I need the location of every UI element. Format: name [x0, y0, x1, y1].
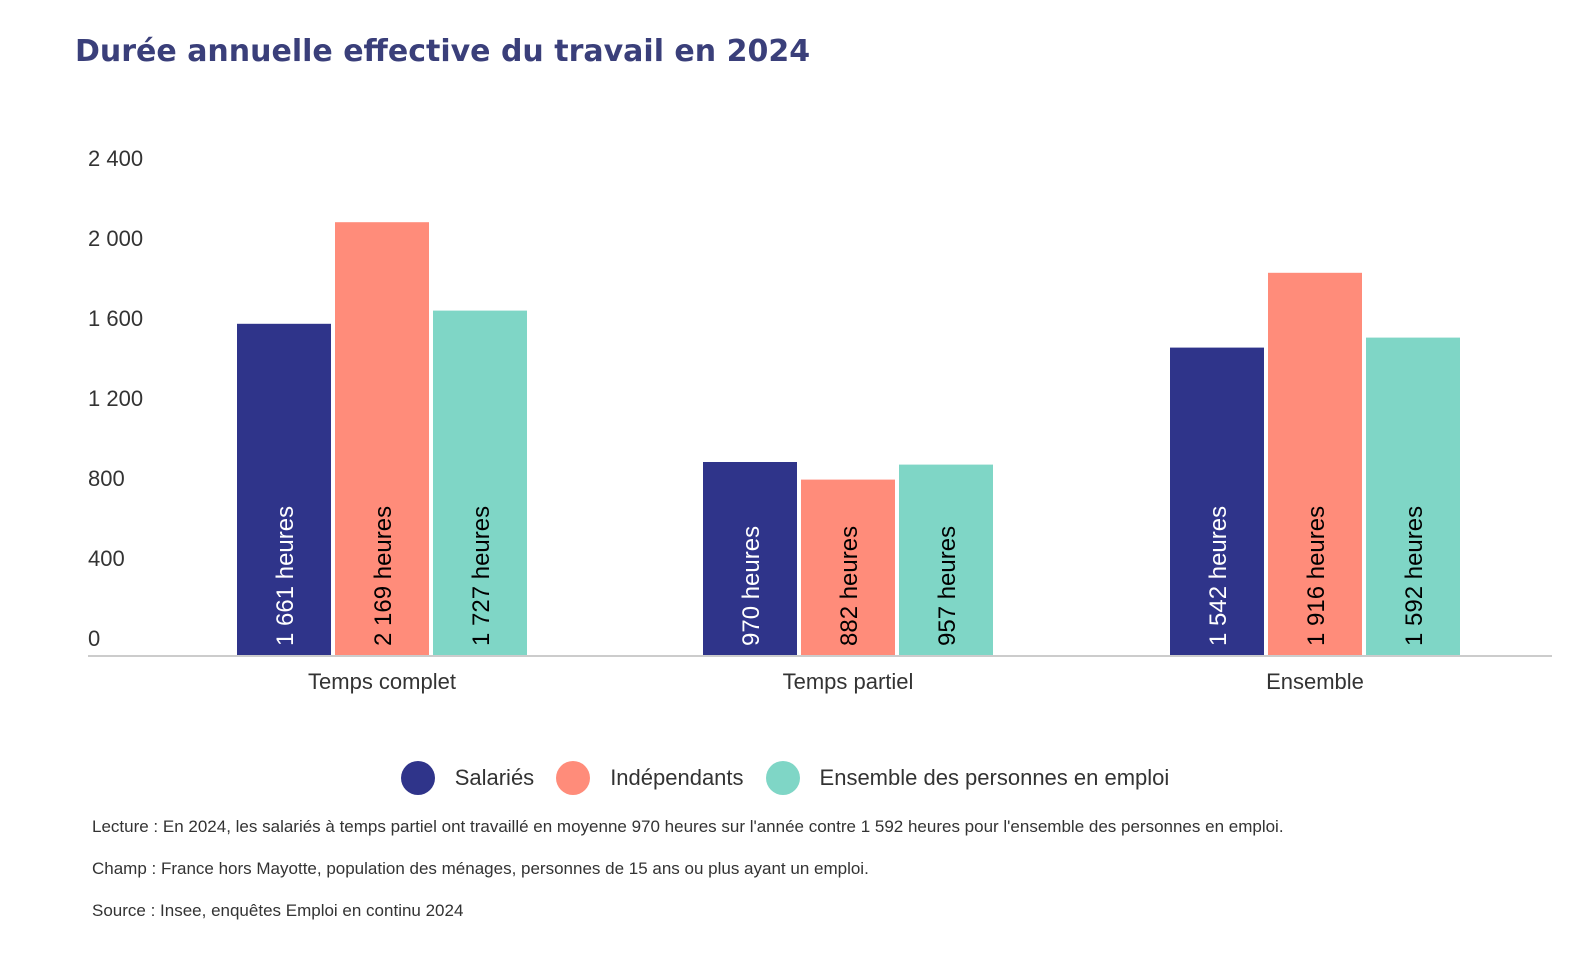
bar[interactable] — [433, 310, 527, 656]
x-tick-label: Temps complet — [308, 669, 456, 694]
bar[interactable] — [703, 462, 797, 656]
bar-value-label: 882 heures — [836, 526, 863, 646]
note-champ: Champ : France hors Mayotte, population … — [92, 859, 869, 878]
y-tick-label: 2 000 — [88, 226, 143, 251]
bar-value-label: 957 heures — [934, 526, 961, 646]
legend-item-independants[interactable]: Indépendants — [556, 761, 744, 795]
bar[interactable] — [1170, 347, 1264, 656]
legend-swatch-independants — [556, 761, 591, 795]
bar-labels: 1 661 heures 2 169 heures 1 727 heures 970 … — [272, 506, 1428, 646]
bar[interactable] — [237, 323, 331, 656]
legend-label-salaries: Salariés — [454, 765, 535, 790]
bar-value-label: 1 542 heures — [1205, 506, 1232, 646]
legend-label-ensemble: Ensemble des personnes en emploi — [819, 765, 1170, 790]
legend-item-salaries[interactable]: Salariés — [400, 761, 535, 795]
bar[interactable] — [1366, 337, 1460, 656]
legend: Salariés Indépendants Ensemble des perso… — [0, 758, 1570, 798]
bar-value-label: 1 661 heures — [272, 506, 299, 646]
bar[interactable] — [1268, 272, 1362, 656]
x-tick-label: Ensemble — [1266, 669, 1364, 694]
bars — [237, 222, 1460, 656]
bar-value-label: 1 592 heures — [1401, 506, 1428, 646]
bar[interactable] — [801, 479, 895, 656]
legend-label-independants: Indépendants — [610, 765, 744, 790]
y-tick-label: 400 — [88, 546, 125, 571]
legend-item-ensemble[interactable]: Ensemble des personnes en emploi — [765, 761, 1170, 795]
x-tick-label: Temps partiel — [783, 669, 914, 694]
legend-swatch-salaries — [400, 761, 435, 795]
bar[interactable] — [335, 222, 429, 656]
bar-value-label: 1 916 heures — [1303, 506, 1330, 646]
note-lecture: Lecture : En 2024, les salariés à temps … — [92, 817, 1284, 836]
y-tick-label: 1 600 — [88, 306, 143, 331]
legend-swatch-ensemble — [765, 761, 800, 795]
chart-notes: Lecture : En 2024, les salariés à temps … — [92, 817, 1532, 943]
y-tick-label: 1 200 — [88, 386, 143, 411]
y-tick-label: 0 — [88, 626, 100, 651]
y-tick-label: 800 — [88, 466, 125, 491]
bar-chart: 0 400 800 1 200 1 600 2 000 2 400 1 661 heures… — [88, 146, 1552, 694]
y-tick-label: 2 400 — [88, 146, 143, 171]
chart-title: Durée annuelle effective du travail en 2… — [75, 34, 811, 69]
note-source: Source : Insee, enquêtes Emploi en conti… — [92, 901, 464, 920]
bar-value-label: 1 727 heures — [468, 506, 495, 646]
y-axis: 0 400 800 1 200 1 600 2 000 2 400 — [88, 146, 143, 651]
bar[interactable] — [899, 464, 993, 656]
bar-value-label: 970 heures — [738, 526, 765, 646]
bar-value-label: 2 169 heures — [370, 506, 397, 646]
x-axis: Temps complet Temps partiel Ensemble — [308, 669, 1364, 694]
